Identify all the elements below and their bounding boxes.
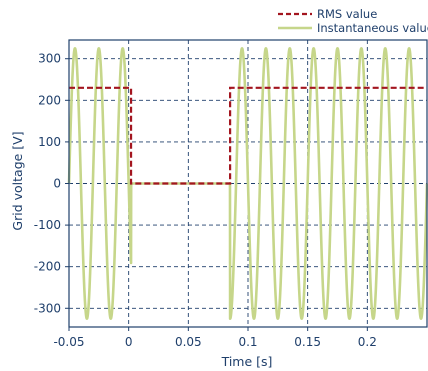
x-tick-label: 0.2 bbox=[358, 335, 377, 349]
y-tick-label: 200 bbox=[38, 93, 61, 107]
x-tick-label: -0.05 bbox=[53, 335, 84, 349]
y-tick-label: 300 bbox=[38, 52, 61, 66]
instantaneous-value-line bbox=[67, 47, 428, 320]
x-tick-label: 0.15 bbox=[294, 335, 321, 349]
y-tick-label: -200 bbox=[34, 260, 61, 274]
y-axis-label: Grid voltage [V] bbox=[10, 131, 25, 230]
rms-value-line bbox=[69, 86, 427, 185]
plot-series bbox=[67, 47, 428, 320]
tick-labels: -0.05 0 0.05 0.1 0.15 0.2 -300 -200 -100 0 100 200 3… bbox=[34, 52, 377, 349]
legend-label-rms: RMS value bbox=[317, 7, 377, 21]
y-tick-label: -300 bbox=[34, 301, 61, 315]
legend-label-instantaneous: Instantaneous value bbox=[317, 21, 428, 35]
x-tick-label: 0.1 bbox=[238, 335, 257, 349]
y-tick-label: 0 bbox=[53, 177, 61, 191]
y-tick-label: 100 bbox=[38, 135, 61, 149]
x-tick-label: 0.05 bbox=[175, 335, 202, 349]
x-tick-label: 0 bbox=[125, 335, 133, 349]
x-axis-label: Time [s] bbox=[221, 354, 273, 369]
y-tick-label: -100 bbox=[34, 218, 61, 232]
